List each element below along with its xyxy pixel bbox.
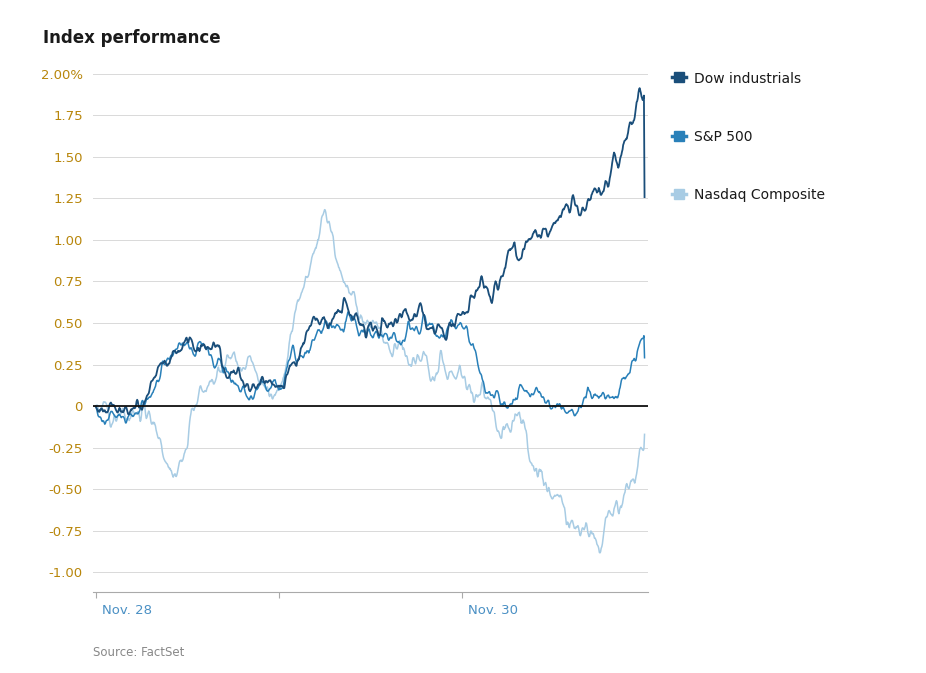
Text: Source: FactSet: Source: FactSet [93, 646, 184, 659]
Text: Index performance: Index performance [43, 29, 220, 46]
Legend: Dow industrials, S&P 500, Nasdaq Composite: Dow industrials, S&P 500, Nasdaq Composi… [671, 71, 825, 203]
Text: Nov. 30: Nov. 30 [468, 604, 518, 617]
Text: Nov. 28: Nov. 28 [102, 604, 152, 617]
